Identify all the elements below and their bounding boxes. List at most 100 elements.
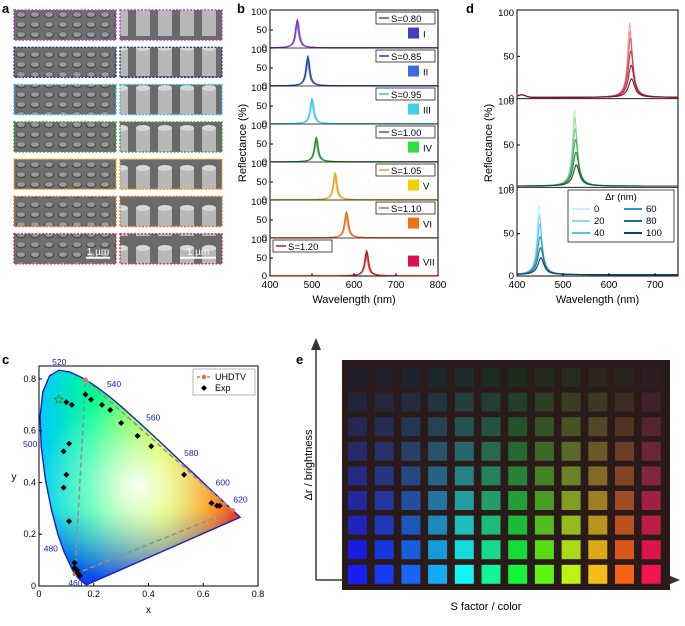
d-series-line: [517, 151, 678, 187]
d-series-line: [516, 247, 678, 276]
c-exp-point: [66, 440, 73, 447]
d-xtick-label: 400: [509, 280, 526, 291]
b-ytick-label: 0: [262, 119, 267, 130]
e-color-cell: [534, 540, 554, 560]
e-color-cell: [534, 564, 554, 584]
b-legend-box: [375, 11, 436, 25]
e-y-arrow-head: [311, 338, 321, 350]
c-legend-label: UHDTV: [215, 372, 246, 382]
c-uhdtv-triangle: [74, 378, 235, 576]
b-ytick-label: 50: [256, 25, 267, 36]
e-color-cell: [561, 368, 581, 387]
e-color-cell: [374, 392, 394, 412]
e-color-cell: [348, 392, 367, 412]
d-ytick-label: 50: [503, 51, 514, 62]
sem-side-view: [120, 84, 222, 115]
c-legend-marker: [201, 374, 207, 380]
b-legend-box: [375, 125, 436, 139]
e-color-cell: [481, 491, 501, 510]
b-ytick-label: 100: [251, 197, 267, 208]
sem-side-view: [120, 10, 222, 40]
b-ytick-label: 0: [262, 157, 267, 168]
b-legend-label: S=1.20: [288, 242, 318, 253]
e-color-cell: [348, 368, 367, 387]
b-color-swatch: [408, 103, 419, 115]
d-series-line: [516, 22, 678, 98]
b-legend-label: S=0.80: [391, 14, 421, 25]
c-wavelength-label: 460: [68, 578, 82, 588]
sem-top-view: [14, 159, 116, 190]
b-ytick-label: 100: [251, 159, 267, 170]
c-wavelength-label: 480: [44, 544, 58, 554]
e-color-cell: [454, 540, 474, 560]
c-exp-point: [118, 419, 125, 426]
e-color-cell: [348, 417, 367, 437]
panel-a-sem-images: 1 µm 1 µm: [13, 9, 223, 265]
e-color-cell: [641, 515, 661, 535]
c-uhdtv-point: [83, 377, 88, 383]
e-color-cell: [615, 540, 634, 560]
e-color-cell: [561, 564, 581, 584]
d-series-line: [516, 50, 678, 98]
c-ytick-label: 0.4: [23, 477, 36, 487]
b-legend-label: S=0.85: [391, 52, 421, 63]
e-color-cell: [641, 441, 661, 461]
sem-side-border: [119, 233, 223, 265]
c-exp-point: [63, 399, 70, 406]
sem-side-border: [119, 158, 223, 190]
c-wavelength-label: 560: [146, 412, 160, 422]
e-color-cell: [348, 515, 367, 535]
e-color-cell: [508, 392, 528, 412]
sem-side-border: [119, 9, 223, 41]
c-exp-point: [181, 471, 188, 478]
b-legend-box: [375, 49, 436, 63]
c-exp-point: [148, 443, 155, 450]
e-color-cell: [508, 515, 528, 535]
d-series-line: [516, 64, 678, 98]
d-ylabel: Reflectance (%): [483, 104, 495, 182]
e-color-cell: [508, 491, 528, 510]
e-color-cell: [481, 540, 501, 560]
e-color-cell: [615, 417, 634, 437]
d-series-line: [517, 116, 678, 187]
c-gamut-white: [40, 370, 241, 585]
b-roman-label: VII: [423, 258, 435, 269]
c-wavelength-label: 540: [107, 379, 121, 389]
c-uhdtv-point: [230, 508, 236, 513]
e-color-cell: [454, 417, 474, 437]
e-color-cell: [641, 368, 661, 387]
c-star-marker: [53, 393, 65, 405]
scale-label-right: 1 µm: [187, 247, 209, 258]
e-color-cell: [454, 491, 474, 510]
b-legend-box: [375, 163, 436, 177]
e-color-cell: [641, 491, 661, 510]
e-color-cell: [641, 392, 661, 412]
b-legend-label: S=1.05: [391, 166, 421, 177]
d-legend-label: 20: [594, 216, 605, 227]
sem-top-border: [13, 46, 117, 78]
e-color-cell: [481, 368, 501, 387]
d-ytick-label: 100: [498, 97, 514, 108]
e-color-cell: [401, 491, 421, 510]
d-series-line: [517, 138, 678, 187]
b-roman-label: V: [423, 182, 430, 193]
b-legend-box: [272, 239, 333, 253]
d-legend-label: 60: [646, 204, 657, 215]
e-color-cell: [481, 466, 501, 486]
e-color-cell: [374, 491, 394, 510]
b-ytick-label: 50: [256, 63, 267, 74]
sem-top-view: [14, 47, 116, 78]
sem-side-border: [119, 195, 223, 228]
panel-c-cie-chart: 0 0.2 0.4 0.6 0.8 0 0.2 0.4 0.6 0.8 x y 460 480 500 520…: [12, 357, 265, 616]
e-color-cell: [401, 466, 421, 486]
c-exp-point: [60, 448, 67, 455]
c-xlabel: x: [146, 605, 151, 616]
b-roman-label: IV: [423, 144, 433, 155]
e-color-cell: [561, 491, 581, 510]
c-xtick-label: 0.2: [87, 589, 100, 599]
sem-top-border: [13, 121, 117, 153]
e-color-cell: [534, 515, 554, 535]
b-xtick-label: 500: [304, 280, 321, 291]
b-ytick-label: 0: [262, 271, 267, 282]
e-color-cell: [428, 491, 448, 510]
